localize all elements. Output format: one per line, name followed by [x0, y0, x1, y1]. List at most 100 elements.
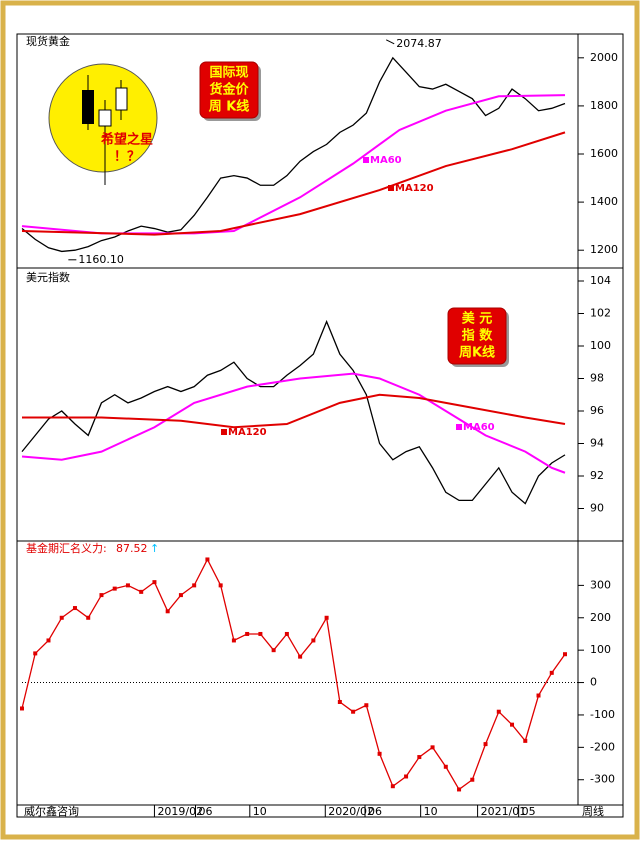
point — [351, 709, 356, 714]
point — [549, 670, 554, 675]
x-tick-label: 10 — [424, 805, 438, 818]
series-label: MA60 — [463, 422, 495, 433]
logo-mark: ！？ — [114, 150, 140, 165]
panel-title: 美元指数 — [26, 270, 70, 284]
point — [390, 784, 395, 789]
y-tick-label: 94 — [590, 437, 604, 450]
y-tick-label: -200 — [590, 740, 615, 753]
legend-swatch — [456, 424, 462, 430]
point — [510, 722, 515, 727]
logo-icon — [98, 109, 112, 127]
x-tick-label: 06 — [368, 805, 382, 818]
point — [284, 631, 289, 636]
point — [112, 586, 117, 591]
logo-icon — [115, 87, 128, 111]
point — [563, 652, 567, 657]
point — [523, 738, 528, 743]
point — [86, 615, 91, 620]
y-tick-label: -300 — [590, 773, 615, 786]
point — [483, 742, 488, 747]
last-value-arrow: ↑ — [150, 542, 159, 555]
x-tick-label: 2021/01 — [481, 805, 527, 818]
point — [443, 764, 448, 769]
legend-swatch — [388, 185, 394, 191]
point — [72, 606, 77, 611]
point — [165, 609, 170, 614]
logo: 希望之星 ！？ — [48, 63, 158, 185]
point — [192, 583, 197, 588]
logo-icon — [82, 90, 94, 124]
point — [324, 615, 329, 620]
point — [99, 593, 104, 598]
y-tick-label: 200 — [590, 611, 611, 624]
point — [125, 583, 130, 588]
series-line — [21, 558, 566, 791]
y-tick-label: 0 — [590, 676, 597, 689]
series-line — [21, 56, 566, 253]
x-tick-label: 2020/02 — [328, 805, 374, 818]
x-tick-label: 2019/02 — [157, 805, 203, 818]
panel-title: 现货黄金 — [26, 34, 70, 48]
point — [417, 755, 422, 760]
annotation-text: 周 K线 — [209, 99, 250, 115]
y-tick-label: 104 — [590, 274, 611, 287]
x-tick-label: 10 — [253, 805, 267, 818]
point — [430, 745, 435, 750]
y-tick-label: 98 — [590, 372, 604, 385]
point — [457, 787, 462, 792]
extreme-pointer — [385, 39, 395, 45]
y-tick-label: 1400 — [590, 195, 618, 208]
y-tick-label: 100 — [590, 643, 611, 656]
y-tick-label: 1600 — [590, 147, 618, 160]
y-tick-label: 92 — [590, 469, 604, 482]
annotation-text: 指 数 — [462, 328, 494, 344]
y-tick-label: 96 — [590, 404, 604, 417]
x-tick-label: 06 — [198, 805, 212, 818]
y-tick-label: 1800 — [590, 99, 618, 112]
point — [364, 703, 369, 708]
y-tick-label: 100 — [590, 339, 611, 352]
series-line — [21, 319, 566, 505]
point — [404, 774, 409, 779]
annotation-text: 货金价 — [209, 82, 249, 98]
series-line — [21, 372, 566, 474]
y-tick-label: 1200 — [590, 243, 618, 256]
extreme-label: 2074.87 — [396, 37, 442, 50]
series-label: MA120 — [395, 183, 434, 194]
point — [178, 593, 183, 598]
last-value: 87.52 — [116, 542, 148, 555]
point — [205, 557, 210, 562]
point — [218, 583, 223, 588]
point — [298, 654, 303, 659]
annotation-text: 国际现 — [209, 66, 248, 81]
logo-name: 希望之星 — [101, 132, 153, 148]
point — [311, 638, 316, 643]
extreme-label: 1160.10 — [78, 253, 124, 266]
point — [139, 589, 144, 594]
y-tick-label: 300 — [590, 578, 611, 591]
series-line — [22, 393, 566, 429]
annotation-box — [447, 307, 507, 365]
point — [377, 751, 382, 756]
point — [271, 648, 276, 653]
point — [231, 638, 236, 643]
annotation-box — [199, 61, 259, 119]
legend-swatch — [221, 429, 227, 435]
y-tick-label: -100 — [590, 708, 615, 721]
point — [536, 693, 541, 698]
y-tick-label: 90 — [590, 502, 604, 515]
point — [245, 631, 250, 636]
point — [59, 615, 64, 620]
point — [20, 706, 24, 711]
series-line — [21, 131, 566, 236]
point — [258, 631, 263, 636]
footer-source: 威尔鑫咨询 — [24, 804, 79, 818]
annotation-text: 美 元 — [462, 311, 493, 327]
panel-title: 基金期汇名义力: — [26, 541, 107, 555]
point — [470, 777, 475, 782]
series-label: MA60 — [370, 155, 402, 166]
point — [33, 651, 38, 656]
